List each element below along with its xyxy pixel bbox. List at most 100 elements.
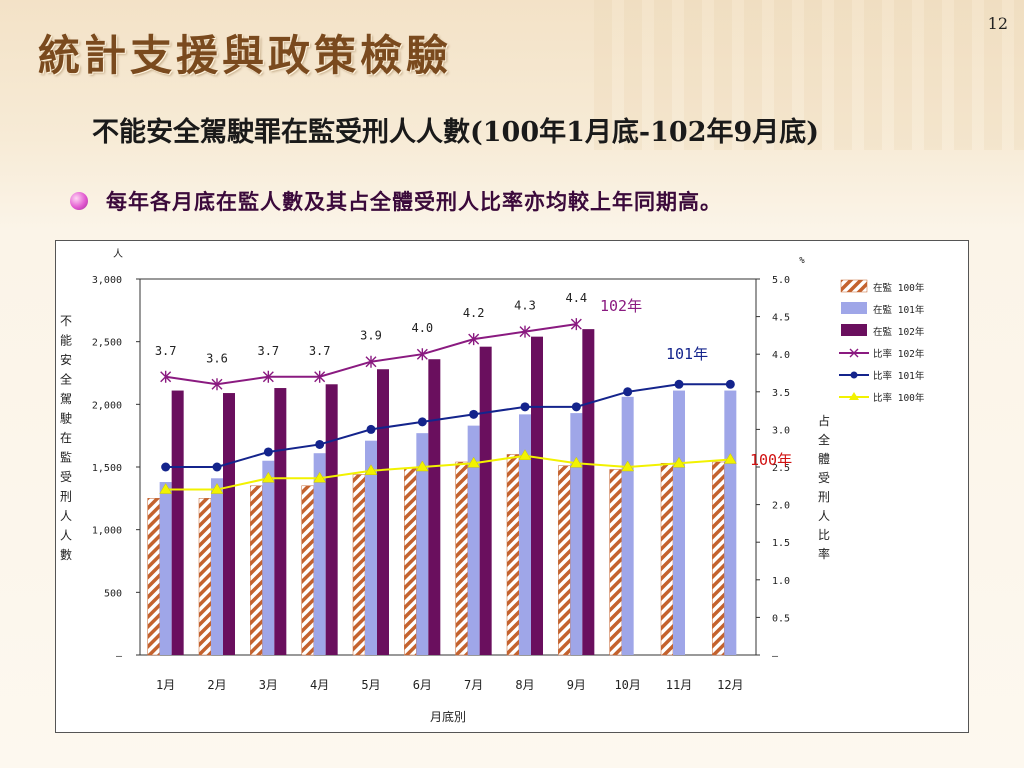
x-tick-label: 12月 <box>717 678 743 692</box>
y-tick-label: 1,000 <box>92 526 122 537</box>
y2-tick-label: 0.5 <box>772 613 790 624</box>
bar-100 <box>455 461 468 656</box>
point-marker-101 <box>571 402 581 412</box>
point-marker-100 <box>672 456 686 468</box>
point-marker-100 <box>569 456 583 468</box>
bar-101 <box>159 482 172 655</box>
legend-label: 比率 100年 <box>873 392 925 404</box>
x-tick-label: 4月 <box>310 678 329 692</box>
point-marker-102 <box>262 370 274 383</box>
bar-101 <box>467 425 480 655</box>
point-marker-102 <box>468 333 480 346</box>
point-marker-100 <box>621 460 635 472</box>
x-axis-label: 月底別 <box>430 709 466 724</box>
point-marker-100 <box>210 483 224 494</box>
data-label-102: 3.6 <box>206 351 228 365</box>
y-axis-label-char: 能 <box>60 334 72 348</box>
bar-100 <box>352 474 366 656</box>
x-tick-label: 2月 <box>207 678 226 692</box>
point-marker-100 <box>313 471 327 483</box>
point-marker-102 <box>314 370 326 383</box>
page-number: 12 <box>987 14 1008 33</box>
y2-tick-label: – <box>772 651 779 662</box>
bar-101 <box>211 478 223 655</box>
y-axis-label-char: 人 <box>60 529 72 543</box>
y-tick-label: 3,000 <box>92 275 122 286</box>
bar-100 <box>250 485 263 656</box>
annotation-102: 102年 <box>600 297 642 315</box>
bullet-text: 每年各月底在監人數及其占全體受刑人比率亦均較上年同期高。 <box>106 189 722 214</box>
point-marker-101 <box>417 417 427 427</box>
legend-label: 比率 102年 <box>873 348 925 360</box>
legend-label: 在監 102年 <box>873 326 925 338</box>
annotation-101: 101年 <box>666 345 708 363</box>
bullet-icon <box>70 192 88 210</box>
y-tick-label: – <box>116 651 123 662</box>
bar-101 <box>313 453 326 655</box>
data-label-102: 4.0 <box>411 321 433 335</box>
y2-tick-label: 4.0 <box>772 350 790 361</box>
y2-tick-label: 4.5 <box>772 313 790 324</box>
bar-102 <box>531 336 543 655</box>
bar-102 <box>325 384 338 655</box>
bar-100 <box>712 461 725 656</box>
point-marker-101 <box>366 424 376 434</box>
point-marker-101 <box>725 379 735 389</box>
page-title: 統計支援與政策檢驗 <box>38 31 453 80</box>
bar-101 <box>724 390 737 655</box>
bar-102 <box>171 390 184 655</box>
point-marker-101 <box>674 379 684 389</box>
y2-axis-label-char: 全 <box>818 432 830 447</box>
y2-tick-label: 1.5 <box>772 538 790 549</box>
point-marker-100 <box>467 456 481 468</box>
point-marker-100 <box>723 452 737 464</box>
x-tick-label: 5月 <box>361 678 380 692</box>
y2-tick-label: 5.0 <box>772 275 790 286</box>
bar-102 <box>377 369 389 655</box>
legend-marker <box>849 348 859 358</box>
y2-tick-label: 3.5 <box>772 388 790 399</box>
y-axis-label-char: 安 <box>60 352 72 367</box>
bar-101 <box>262 460 275 655</box>
y-axis-label-char: 不 <box>60 314 72 328</box>
bar-102 <box>428 359 441 655</box>
data-label-102: 3.7 <box>257 344 279 358</box>
legend-label: 比率 101年 <box>873 370 925 382</box>
y-axis-label-char: 監 <box>60 450 72 465</box>
x-tick-label: 3月 <box>259 678 278 692</box>
bar-102 <box>582 329 595 655</box>
point-marker-101 <box>315 439 325 449</box>
point-marker-101 <box>263 447 273 457</box>
y2-axis-label-char: 受 <box>818 471 830 485</box>
x-tick-label: 9月 <box>567 678 586 692</box>
bar-101 <box>416 433 429 655</box>
bar-100 <box>147 498 160 656</box>
data-label-102: 3.7 <box>309 344 331 358</box>
bar-100 <box>660 462 674 656</box>
legend-swatch <box>840 279 868 293</box>
legend-swatch <box>841 324 867 336</box>
y-axis-label-char: 駕 <box>60 392 72 406</box>
y-axis-label-char: 數 <box>60 548 72 562</box>
y2-axis-label-char: 率 <box>818 546 830 561</box>
point-marker-100 <box>364 464 378 476</box>
y2-axis-label-char: 刑 <box>818 490 830 504</box>
bar-100 <box>558 465 571 656</box>
annotation-100: 100年 <box>750 451 792 469</box>
data-label-102: 4.2 <box>463 306 485 320</box>
x-tick-label: 10月 <box>614 678 640 692</box>
bar-101 <box>365 440 377 655</box>
bar-101 <box>570 413 583 655</box>
bar-101 <box>621 396 634 655</box>
x-tick-label: 1月 <box>156 678 175 692</box>
data-label-102: 4.3 <box>514 299 536 313</box>
y-tick-label: 1,500 <box>92 463 122 474</box>
y-axis-label-char: 刑 <box>60 490 72 504</box>
x-tick-label: 7月 <box>464 678 483 692</box>
point-marker-101 <box>469 409 479 419</box>
y2-tick-label: 2.5 <box>772 463 790 474</box>
point-marker-100 <box>518 449 532 460</box>
line-series-100 <box>165 454 731 491</box>
slide-subtitle: 不能安全駕駛罪在監受刑人人數(100年1月底-102年9月底) <box>92 117 820 148</box>
legend-marker <box>849 392 859 400</box>
